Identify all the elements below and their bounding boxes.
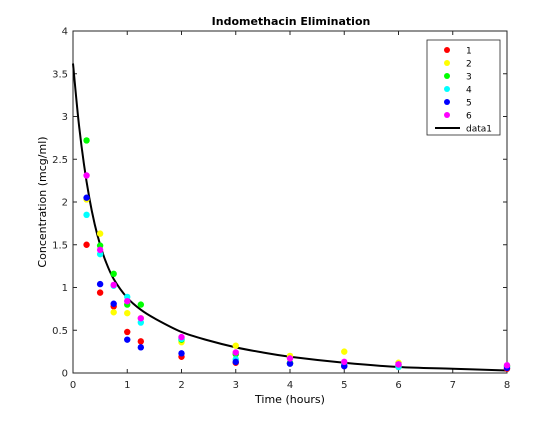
point-series-5 — [286, 360, 294, 367]
points-layer — [83, 137, 511, 372]
y-tick-label: 2.5 — [52, 155, 68, 166]
point-series-5 — [124, 336, 131, 343]
legend: 1 2 3 4 5 6 data1 — [426, 39, 501, 136]
point-series-4 — [83, 211, 90, 219]
x-tick-label: 1 — [124, 380, 130, 391]
point-series-2 — [341, 348, 348, 355]
point-series-5 — [96, 280, 104, 288]
chart-title: Indomethacin Elimination — [212, 15, 371, 28]
point-series-3 — [137, 301, 145, 308]
point-series-6 — [341, 358, 348, 366]
y-tick-label: 0.5 — [52, 326, 68, 337]
x-tick-label: 2 — [178, 380, 184, 391]
legend-marker-4 — [444, 86, 450, 92]
legend-marker-2 — [444, 60, 450, 66]
legend-label-5: 5 — [466, 99, 472, 109]
point-series-5 — [83, 194, 90, 201]
legend-marker-1 — [444, 47, 450, 53]
y-tick-label: 3.5 — [52, 69, 68, 80]
x-tick-label: 7 — [450, 380, 456, 391]
y-axis-label: Concentration (mcg/ml) — [36, 136, 49, 267]
y-tick-label: 3 — [62, 112, 68, 123]
point-series-2 — [124, 309, 131, 317]
y-tick-label: 0 — [62, 369, 68, 380]
legend-label-data1: data1 — [466, 125, 492, 135]
point-series-6 — [137, 315, 145, 322]
point-series-5 — [110, 300, 117, 307]
y-axis: 0 0.5 1 1.5 2 2.5 3 3.5 4 — [52, 27, 507, 380]
point-series-1 — [137, 338, 145, 345]
legend-marker-3 — [444, 73, 450, 79]
fit-curve-data1 — [72, 63, 508, 372]
x-tick-label: 6 — [395, 380, 401, 391]
point-series-3 — [110, 270, 117, 278]
point-series-2 — [110, 309, 117, 316]
point-series-6 — [395, 361, 402, 368]
point-series-1 — [124, 328, 131, 336]
point-series-5 — [232, 358, 239, 366]
point-series-1 — [83, 241, 90, 248]
x-axis-label: Time (hours) — [254, 393, 325, 406]
y-tick-label: 4 — [62, 27, 68, 38]
point-series-6 — [96, 246, 104, 254]
legend-box — [426, 39, 501, 136]
point-series-2 — [96, 230, 104, 237]
x-tick-label: 5 — [341, 380, 347, 391]
point-series-6 — [83, 172, 90, 179]
y-tick-label: 1.5 — [52, 240, 68, 251]
y-tick-label: 2 — [62, 198, 68, 209]
point-series-6 — [110, 281, 117, 289]
x-tick-label: 8 — [504, 380, 510, 391]
point-series-6 — [503, 362, 511, 369]
y-tick-label: 1 — [62, 283, 68, 294]
point-series-1 — [96, 289, 104, 296]
point-series-2 — [232, 342, 239, 349]
point-series-5 — [137, 344, 145, 351]
x-tick-label: 3 — [233, 380, 239, 391]
x-axis: 0 1 2 3 4 5 6 7 8 — [70, 31, 510, 391]
legend-label-3: 3 — [466, 73, 472, 83]
point-series-6 — [124, 297, 131, 305]
fit-curve-layer — [72, 63, 508, 372]
legend-label-4: 4 — [466, 86, 472, 96]
point-series-5 — [178, 350, 185, 357]
point-series-3 — [83, 137, 90, 144]
legend-label-1: 1 — [466, 47, 472, 57]
x-tick-label: 0 — [70, 380, 76, 391]
legend-marker-6 — [444, 112, 450, 118]
point-series-6 — [178, 333, 185, 341]
legend-label-6: 6 — [466, 112, 472, 122]
x-tick-label: 4 — [287, 380, 293, 391]
legend-marker-5 — [444, 99, 450, 105]
point-series-6 — [232, 349, 239, 356]
legend-label-2: 2 — [466, 60, 472, 70]
point-series-6 — [286, 355, 294, 362]
